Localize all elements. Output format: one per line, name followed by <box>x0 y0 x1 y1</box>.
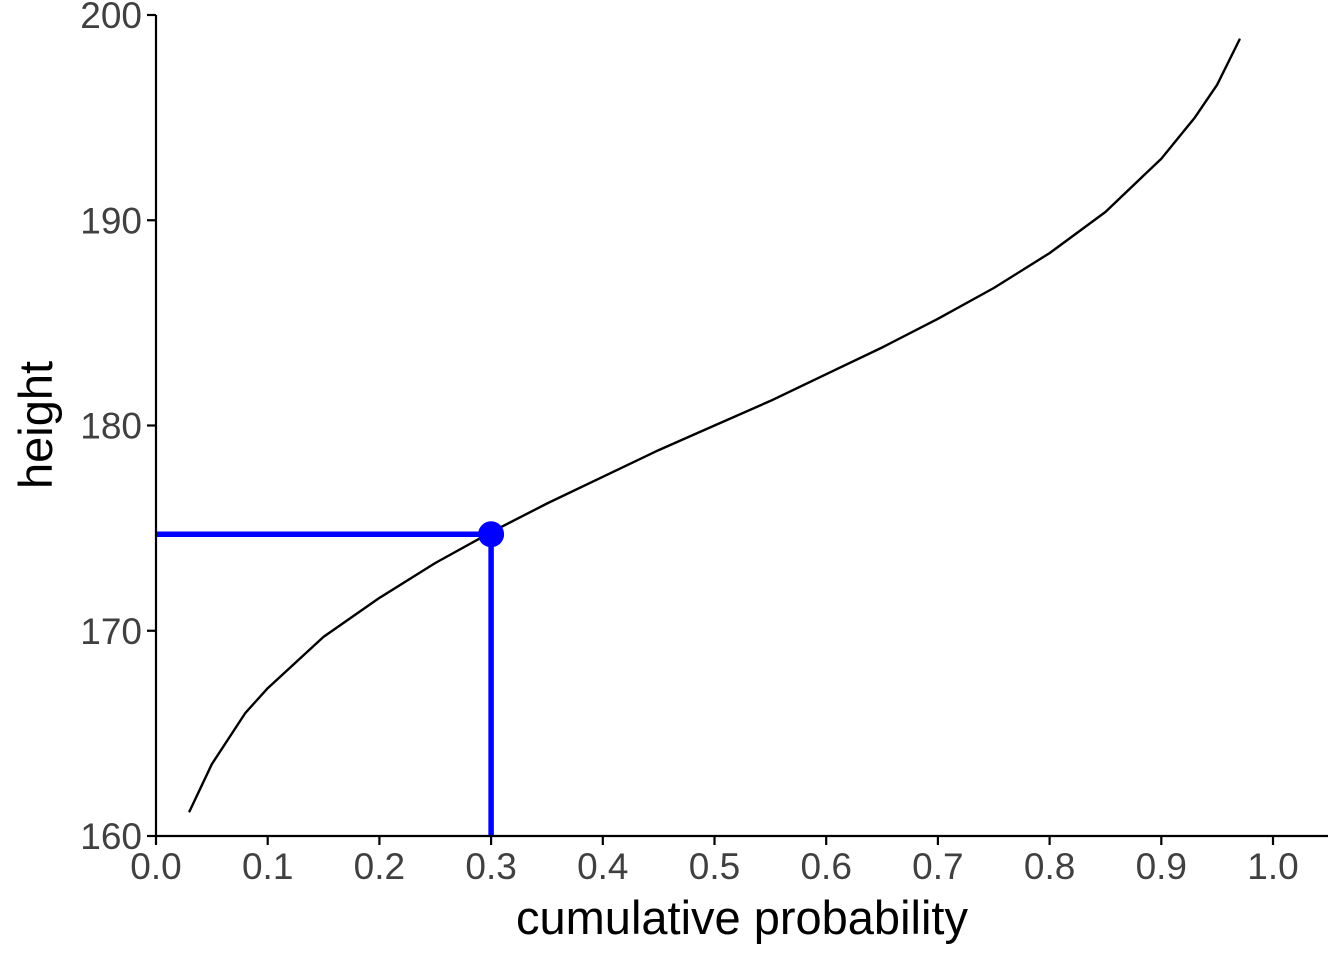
highlight-point <box>478 521 505 548</box>
x-tick-label: 0.6 <box>800 846 851 887</box>
x-tick-label: 0.8 <box>1024 846 1075 887</box>
y-axis-title: height <box>9 361 62 489</box>
x-tick-label: 0.3 <box>465 846 516 887</box>
quantile-curve-line <box>188 38 1241 813</box>
y-tick-label: 160 <box>80 816 142 857</box>
x-axis-title: cumulative probability <box>516 891 968 944</box>
x-tick-label: 0.1 <box>242 846 293 887</box>
x-tick-label: 1.0 <box>1247 846 1298 887</box>
x-tick-label: 0.9 <box>1136 846 1187 887</box>
y-tick-label: 200 <box>80 0 142 36</box>
axes: 0.0 0.1 0.2 0.3 0.4 0.5 0.6 0.7 0.8 0.9 1.0 160 170 1… <box>80 0 1328 887</box>
y-tick-label: 180 <box>80 406 142 447</box>
x-tick-label: 0.0 <box>130 846 181 887</box>
x-tick-label: 0.2 <box>354 846 405 887</box>
y-tick-label: 170 <box>80 611 142 652</box>
y-tick-label: 190 <box>80 200 142 241</box>
x-tick-label: 0.5 <box>689 846 740 887</box>
plot-area <box>156 38 1241 836</box>
x-tick-label: 0.4 <box>577 846 628 887</box>
x-tick-label: 0.7 <box>912 846 963 887</box>
